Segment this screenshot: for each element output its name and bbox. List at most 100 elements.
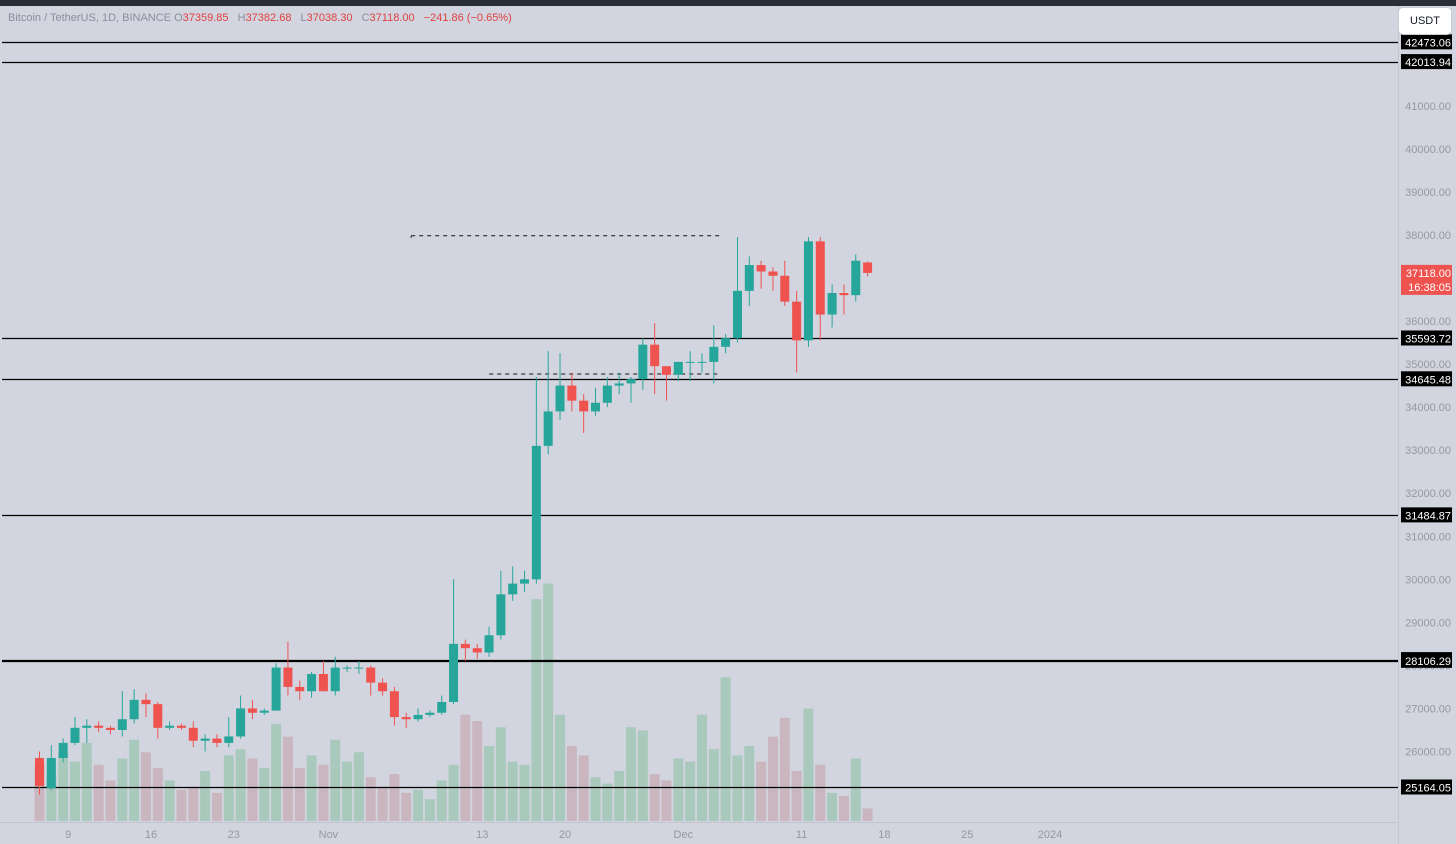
volume-bar xyxy=(827,792,838,821)
candle-up xyxy=(200,738,210,741)
price-tick-label: 38000.00 xyxy=(1405,230,1451,242)
volume-bar xyxy=(448,764,459,821)
volume-bar xyxy=(708,749,719,821)
candle-down xyxy=(176,725,186,728)
close-value: 37118.00 xyxy=(369,12,415,24)
candle-down xyxy=(815,241,825,315)
level-tag xyxy=(1401,371,1452,387)
countdown-label: 16:38:05 xyxy=(1408,282,1451,294)
candle-up xyxy=(425,712,435,715)
candle-up xyxy=(673,361,683,375)
volume-bar xyxy=(200,771,211,821)
volume-bar xyxy=(791,771,802,821)
volume-bar xyxy=(424,799,435,821)
candle-down xyxy=(188,727,198,741)
price-tick-label: 30000.00 xyxy=(1405,574,1451,586)
price-axis xyxy=(1398,6,1456,844)
volume-bar xyxy=(803,708,814,821)
level-tag xyxy=(1401,652,1452,668)
volume-bar xyxy=(46,774,57,821)
candle-down xyxy=(792,301,802,341)
open-value: 37359.85 xyxy=(182,12,229,24)
level-tag xyxy=(1401,34,1452,50)
volume-bar xyxy=(460,714,471,821)
volume-bar xyxy=(720,677,731,821)
candle-down xyxy=(35,757,44,786)
volume-bar xyxy=(850,758,861,821)
volume-bar xyxy=(519,764,530,821)
volume-bar xyxy=(247,758,258,821)
volume-bar xyxy=(767,736,778,821)
time-tick-label: 16 xyxy=(145,829,157,841)
candle-up xyxy=(330,667,340,692)
time-tick-label: Dec xyxy=(674,829,694,841)
candle-down xyxy=(780,275,790,302)
low-value: 37038.30 xyxy=(306,12,353,24)
volume-bar xyxy=(578,755,589,821)
candle-down xyxy=(650,344,660,367)
volume-bar xyxy=(342,761,353,821)
time-tick-label: 11 xyxy=(796,829,807,841)
volume-bar xyxy=(838,796,849,821)
volume-bar xyxy=(484,746,495,821)
candle-up xyxy=(602,385,612,403)
candle-up xyxy=(58,742,68,758)
volume-bar xyxy=(164,780,175,821)
volume-bar xyxy=(58,752,69,821)
volume-bar xyxy=(105,780,116,821)
close-label: C xyxy=(361,12,370,24)
candle-up xyxy=(129,699,139,720)
open-label: O xyxy=(174,12,183,24)
candle-up xyxy=(732,290,742,339)
candle-up xyxy=(224,736,234,743)
candle-down xyxy=(247,708,257,713)
candle-up xyxy=(496,594,506,636)
volume-bar xyxy=(282,736,293,821)
candle-up xyxy=(697,361,707,363)
volume-bar xyxy=(744,746,755,821)
volume-bar xyxy=(271,724,282,821)
candle-up xyxy=(543,411,553,446)
level-tag-label: 28106.29 xyxy=(1405,656,1451,668)
candle-up xyxy=(70,727,80,743)
volume-bar xyxy=(129,739,140,821)
candle-up xyxy=(82,725,92,728)
candle-down xyxy=(153,704,163,728)
volume-bar xyxy=(413,789,424,821)
candle-up xyxy=(555,385,565,412)
candle-down xyxy=(401,717,411,720)
level-tag xyxy=(1401,507,1452,523)
volume-bar xyxy=(472,721,483,821)
volume-bar xyxy=(69,761,80,821)
volume-bar xyxy=(389,774,400,821)
volume-bar xyxy=(353,752,364,821)
candle-up xyxy=(484,635,494,653)
volume-bar xyxy=(330,739,341,821)
candle-down xyxy=(212,738,222,743)
volume-bar xyxy=(176,789,187,821)
time-tick-label: Nov xyxy=(319,829,339,841)
candle-down xyxy=(283,667,293,687)
high-label: H xyxy=(237,12,246,24)
volume-bar xyxy=(543,583,554,821)
time-tick-label: 23 xyxy=(228,829,240,841)
current-price-label: 37118.00 xyxy=(1406,268,1451,280)
candle-down xyxy=(295,686,305,692)
top-toolbar-strip xyxy=(0,0,1456,6)
candle-up xyxy=(638,344,648,380)
volume-bar xyxy=(117,758,128,821)
volume-bar xyxy=(531,599,542,821)
currency-button[interactable]: USDT xyxy=(1399,8,1451,34)
price-tick-label: 31000.00 xyxy=(1405,531,1451,543)
volume-bar xyxy=(661,780,672,821)
time-tick-label: 2024 xyxy=(1038,829,1062,841)
low-label: L xyxy=(300,12,307,24)
candle-up xyxy=(685,361,695,363)
candle-up xyxy=(508,583,518,595)
candle-up xyxy=(449,643,459,702)
candle-up xyxy=(259,710,269,713)
candle-down xyxy=(768,271,778,276)
candle-down xyxy=(460,643,470,649)
time-tick-label: 9 xyxy=(65,829,71,841)
